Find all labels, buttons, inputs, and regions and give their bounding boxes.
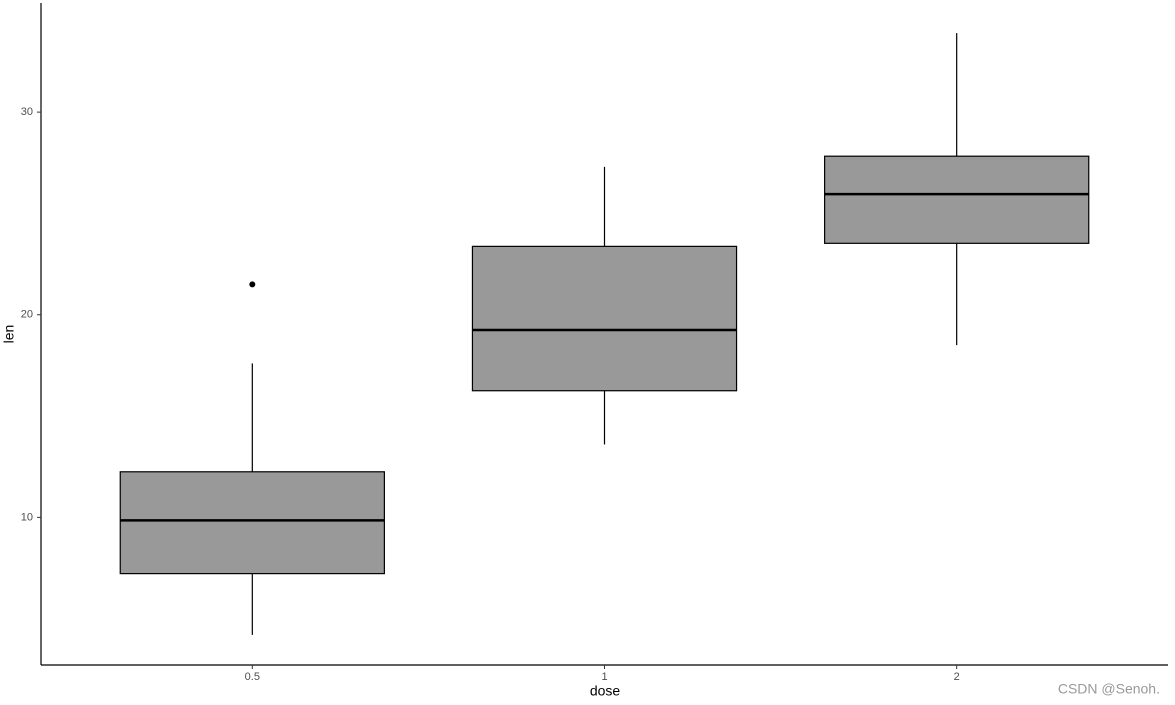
outlier <box>249 281 256 288</box>
x-axis-title: dose <box>590 683 621 699</box>
box <box>471 245 738 392</box>
y-tick-label: 20 <box>21 309 33 321</box>
y-tick-label: 30 <box>21 106 33 118</box>
x-tick-label: 2 <box>954 671 960 683</box>
x-tick-label: 1 <box>601 671 607 683</box>
box <box>119 471 385 575</box>
y-axis-title: len <box>1 325 17 344</box>
watermark: CSDN @Senoh. <box>1058 681 1160 697</box>
box <box>824 155 1090 244</box>
y-tick-label: 10 <box>21 511 33 523</box>
x-tick-label: 0.5 <box>245 671 260 683</box>
